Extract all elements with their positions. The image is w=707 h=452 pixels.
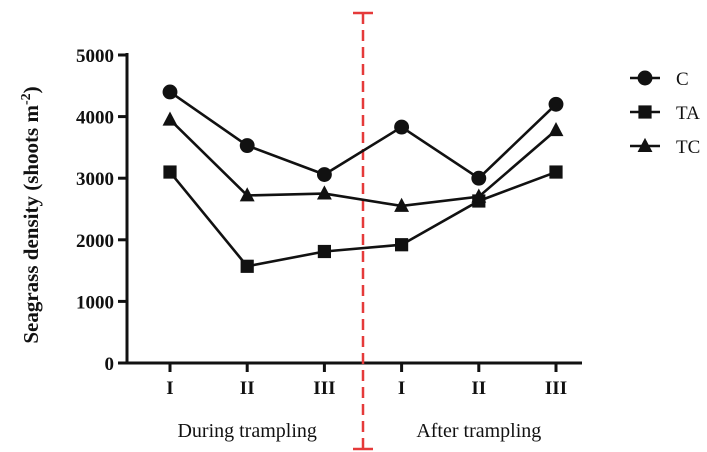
group-label: After trampling <box>416 420 541 442</box>
legend-label: TC <box>676 137 700 158</box>
data-point-square <box>638 105 652 119</box>
data-point-circle <box>239 138 255 153</box>
x-tick-label: III <box>313 378 335 399</box>
data-point-triangle <box>548 121 564 137</box>
data-point-circle <box>162 84 178 100</box>
data-point-square <box>163 165 177 179</box>
x-tick-label: I <box>398 378 405 399</box>
x-tick-label: III <box>545 378 567 399</box>
y-tick-label: 2000 <box>76 231 114 252</box>
y-tick-label: 3000 <box>76 169 114 190</box>
series-line <box>169 118 557 208</box>
legend-label: TA <box>676 103 700 124</box>
data-point-triangle <box>239 187 255 202</box>
series-line <box>169 90 557 180</box>
data-point-triangle <box>394 197 410 212</box>
x-tick-label: II <box>240 378 255 399</box>
y-ticks: 0 1000 2000 3000 4000 5000 <box>76 46 127 375</box>
axes <box>125 53 582 365</box>
group-labels: During trampling After trampling <box>177 420 541 442</box>
y-tick-label: 1000 <box>76 292 114 313</box>
data-point-triangle <box>637 137 653 152</box>
series-line <box>168 170 557 268</box>
y-axis-label: Seagrass density (shoots m-2) <box>19 86 43 343</box>
x-ticks: I II III I II III <box>166 363 567 399</box>
y-tick-label: 0 <box>105 354 115 375</box>
series-lines <box>162 84 564 273</box>
legend-label: C <box>676 69 689 90</box>
legend-item-tc: TC <box>630 137 700 158</box>
data-point-square <box>317 244 331 259</box>
legend: C TA TC <box>630 69 700 158</box>
data-point-circle <box>548 96 564 112</box>
group-label: During trampling <box>177 420 316 442</box>
series-ta <box>163 165 563 273</box>
legend-item-ta: TA <box>630 103 700 124</box>
x-tick-label: I <box>166 378 173 399</box>
data-point-circle <box>637 70 653 86</box>
series-c <box>162 84 564 186</box>
data-point-circle <box>394 119 410 135</box>
y-tick-label: 5000 <box>76 46 114 67</box>
data-point-square <box>240 259 254 273</box>
data-point-triangle <box>162 111 178 126</box>
data-point-triangle <box>316 185 332 200</box>
y-tick-label: 4000 <box>76 108 114 129</box>
series-tc <box>162 111 564 212</box>
group-divider <box>353 11 373 451</box>
x-tick-label: II <box>471 378 486 399</box>
data-point-square <box>395 238 409 252</box>
data-point-circle <box>471 170 487 186</box>
legend-item-c: C <box>630 69 689 90</box>
data-point-triangle <box>471 188 487 203</box>
data-point-square <box>549 165 563 179</box>
data-point-circle <box>316 167 332 182</box>
